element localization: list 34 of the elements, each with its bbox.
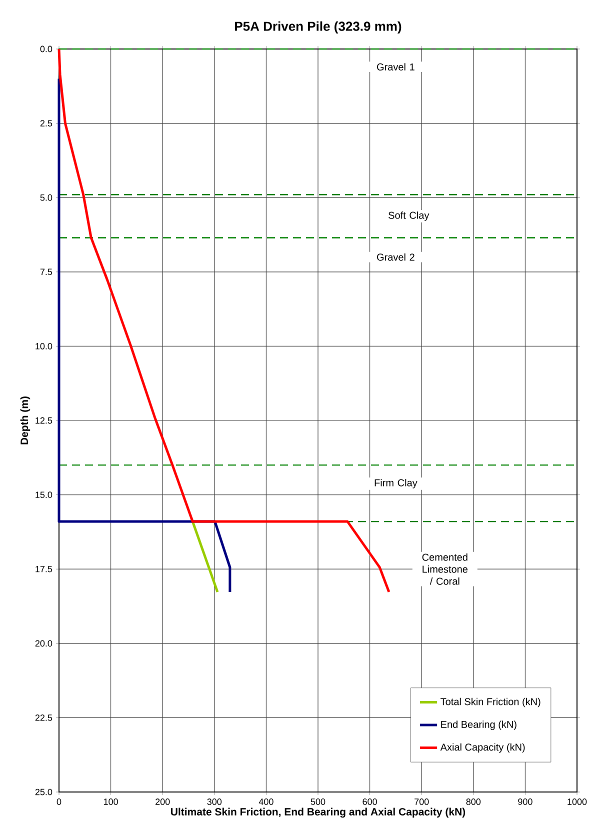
x-tick-label: 400 <box>258 798 274 805</box>
y-tick-label: 7.5 <box>40 268 52 276</box>
annotation: Soft Clay <box>388 212 430 221</box>
y-tick-label: 10.0 <box>36 343 52 350</box>
annotation: Gravel 1 <box>377 63 414 70</box>
legend-label: End Bearing (kN) <box>441 720 516 730</box>
chart-title: P5A Driven Pile (323.9 mm) <box>235 21 402 34</box>
x-tick-label: 800 <box>466 798 481 805</box>
x-axis-title: Ultimate Skin Friction, End Bearing and Axial Capacity (kN) <box>171 808 466 818</box>
y-tick-label: 12.5 <box>36 417 52 424</box>
y-tick-label: 17.5 <box>36 566 52 572</box>
y-tick-label: 2.5 <box>40 120 52 126</box>
x-tick-label: 500 <box>310 798 326 805</box>
y-tick-label: 5.0 <box>40 194 52 201</box>
y-tick-label: 0.0 <box>40 46 52 52</box>
x-tick-label: 700 <box>414 798 429 805</box>
y-tick-label: 20.0 <box>35 640 52 647</box>
x-tick-label: 200 <box>156 798 170 805</box>
line-series <box>58 77 232 594</box>
y-tick-label: 15.0 <box>36 492 52 498</box>
x-tick-label: 600 <box>362 798 377 805</box>
legend-label: Total Skin Friction (kN) <box>440 698 540 708</box>
x-tick-label: 900 <box>518 798 532 805</box>
annotation: Cemented Limestone / Coral <box>422 553 468 585</box>
y-axis-title: Depth (m) <box>20 396 30 444</box>
x-tick-label: 0 <box>56 798 62 805</box>
y-tick-label: 25.0 <box>35 788 52 796</box>
y-tick-label: 22.5 <box>35 714 52 721</box>
annotation: Gravel 2 <box>377 253 414 261</box>
x-tick-label: 1000 <box>568 798 587 805</box>
annotation: Firm Clay <box>374 479 418 488</box>
legend-label: Axial Capacity (kN) <box>440 743 525 753</box>
x-tick-label: 100 <box>104 798 118 805</box>
x-tick-label: 300 <box>207 798 222 805</box>
